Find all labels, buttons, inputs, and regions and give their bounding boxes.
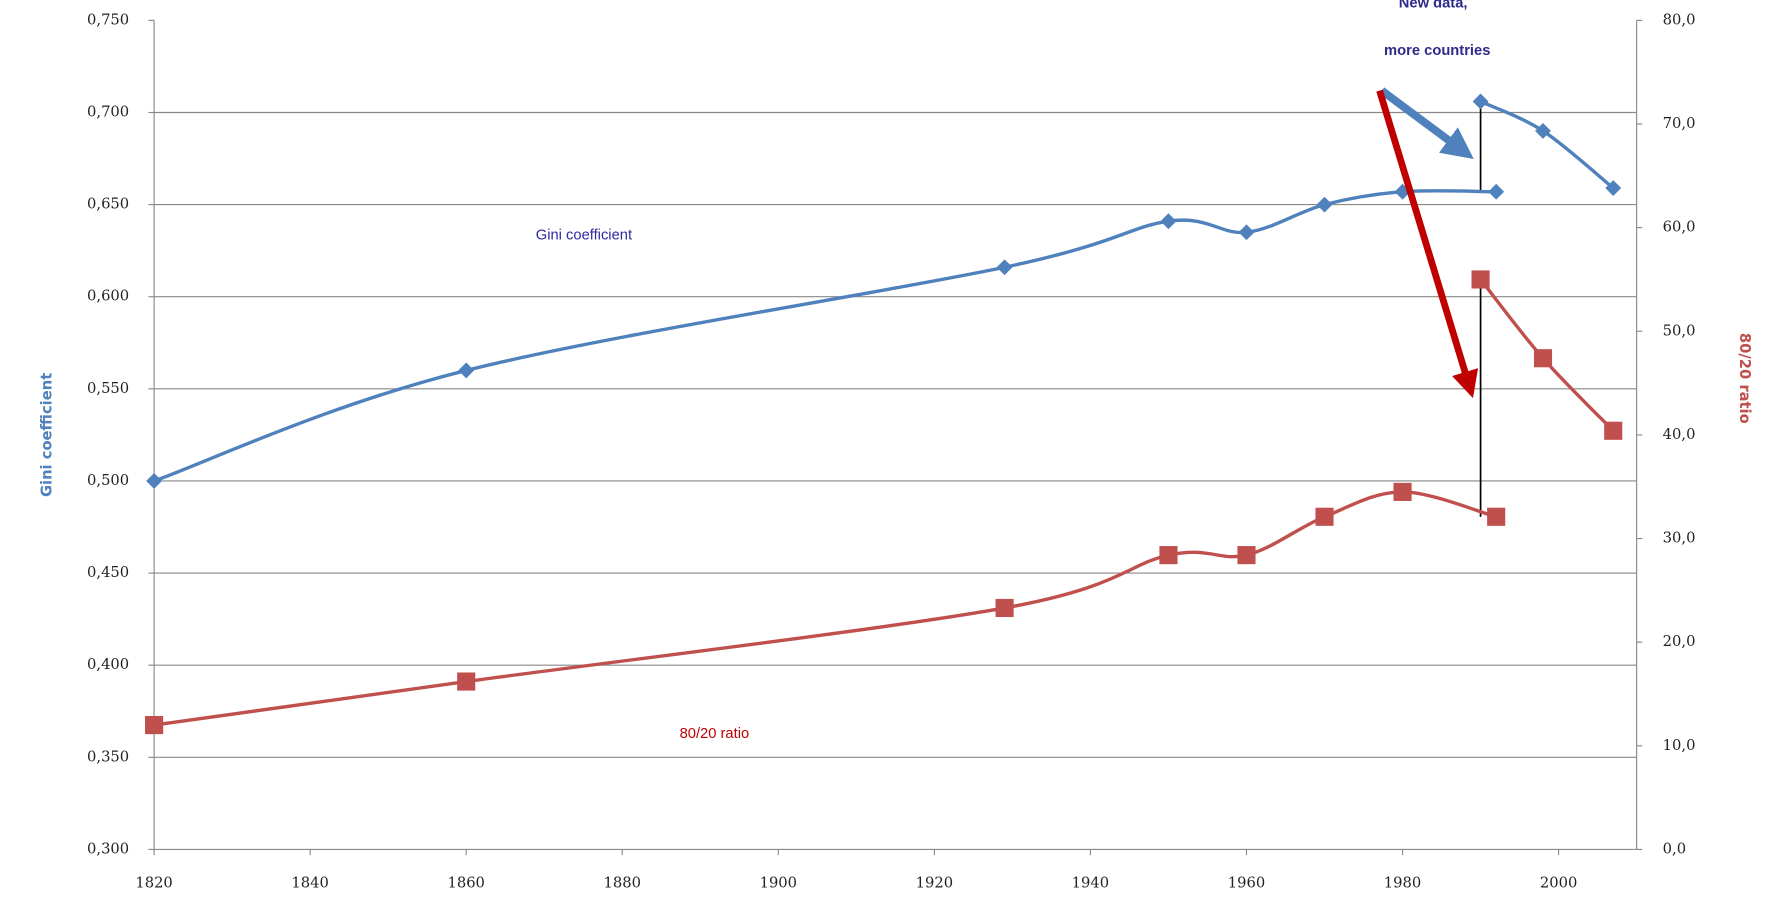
y-tick-label: 0,500 (87, 472, 129, 489)
x-tick-label: 1920 (916, 874, 953, 891)
marker (1315, 507, 1334, 526)
marker (1488, 183, 1505, 200)
y2-tick-label: 70,0 (1663, 115, 1696, 132)
y-tick-label: 0,550 (87, 380, 129, 397)
marker (1238, 224, 1255, 241)
x-tick-label: 1940 (1072, 874, 1109, 891)
x-tick-label: 1980 (1384, 874, 1421, 891)
marker (457, 672, 476, 691)
series-label: Gini coefficient (536, 227, 632, 243)
marker (1472, 93, 1489, 110)
series-label: 80/20 ratio (680, 726, 750, 742)
y2-tick-label: 30,0 (1663, 530, 1696, 547)
marker (1487, 507, 1506, 526)
marker (145, 716, 164, 735)
y2-tick-label: 60,0 (1663, 219, 1696, 236)
y2-tick-label: 20,0 (1663, 633, 1696, 650)
marker (1535, 122, 1551, 139)
x-tick-label: 1900 (760, 874, 797, 891)
x-tick-label: 1840 (291, 874, 328, 891)
x-tick-label: 1880 (604, 874, 641, 891)
y2-tick-label: 80,0 (1663, 11, 1696, 28)
marker (1533, 349, 1553, 368)
y-tick-label: 0,400 (87, 656, 129, 673)
marker (1159, 546, 1178, 565)
marker (1237, 546, 1256, 565)
x-tick-label: 1860 (447, 874, 484, 891)
y2-tick-label: 40,0 (1663, 426, 1696, 443)
marker (1160, 213, 1177, 230)
series-line (153, 490, 1497, 727)
y-tick-label: 0,700 (87, 104, 129, 121)
arrow (1376, 89, 1479, 399)
y-tick-label: 0,750 (87, 11, 129, 28)
marker (1393, 482, 1412, 501)
x-tick-label: 2000 (1540, 874, 1577, 891)
y2-tick-label: 10,0 (1663, 737, 1696, 754)
series-line (1479, 99, 1615, 190)
marker (146, 473, 163, 489)
y-tick-label: 0,350 (87, 748, 129, 765)
y-tick-label: 0,300 (87, 840, 129, 857)
series-line (153, 189, 1497, 483)
marker (1604, 421, 1623, 440)
y2-tick-label: 50,0 (1663, 322, 1696, 339)
marker (995, 598, 1014, 618)
y-tick-label: 0,450 (87, 564, 129, 581)
x-tick-label: 1820 (135, 874, 172, 891)
arrow (1379, 87, 1474, 159)
marker (1316, 196, 1333, 213)
marker (996, 259, 1013, 276)
x-tick-label: 1960 (1228, 874, 1265, 891)
y-tick-label: 0,600 (87, 288, 129, 305)
annotation: New data, (1399, 0, 1468, 11)
y2-tick-label: 0,0 (1663, 840, 1686, 857)
annotation: more countries (1384, 43, 1490, 59)
y2-axis-label: 80/20 ratio (1736, 333, 1753, 424)
y-tick-label: 0,650 (87, 196, 129, 213)
plot-area: 0,300 0,350 0,400 0,450 0,500 0,550 0,600 0,650… (87, 11, 1695, 891)
marker (1471, 270, 1490, 289)
marker (458, 362, 475, 379)
y-axis-label: Gini coefficient (39, 373, 56, 497)
